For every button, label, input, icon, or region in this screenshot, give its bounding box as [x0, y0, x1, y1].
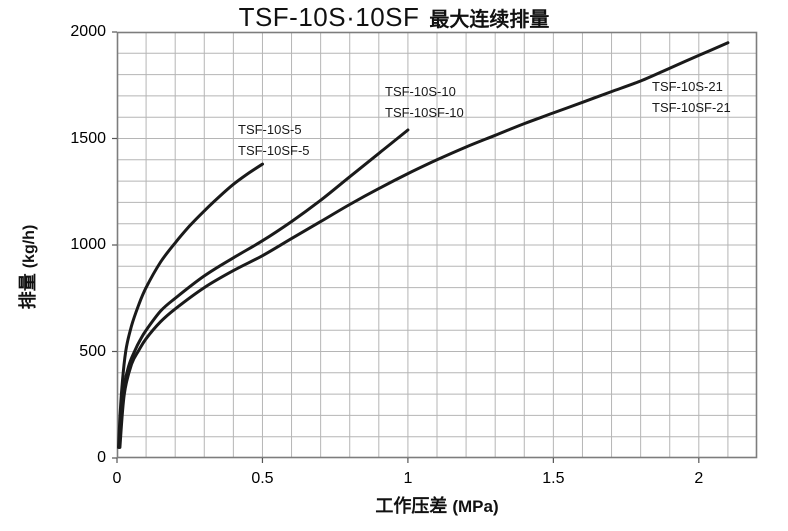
- curve-tsf-10s-5: [117, 162, 264, 449]
- plot-border: [116, 31, 758, 459]
- chart-title-model: TSF-10S·10SF: [238, 2, 420, 32]
- x-tick-label: 0.5: [251, 470, 274, 487]
- series-label-tsf-10s-10: TSF-10S-10 TSF-10SF-10: [385, 81, 464, 123]
- chart-title: TSF-10S·10SF 最大连续排量: [0, 2, 788, 33]
- series-label-line: TSF-10SF-5: [238, 143, 310, 158]
- series-label-line: TSF-10S-21: [652, 79, 723, 94]
- series-label-tsf-10s-21: TSF-10S-21 TSF-10SF-21: [652, 76, 731, 118]
- x-tick-label: 1: [403, 470, 413, 487]
- y-tick-label: 2000: [70, 23, 106, 40]
- curve-tsf-10s-10: [117, 128, 410, 449]
- series-label-line: TSF-10SF-10: [385, 105, 464, 120]
- chart-title-text: 最大连续排量: [429, 9, 550, 31]
- plot-area: TSF-10S-5 TSF-10SF-5 TSF-10S-10 TSF-10SF…: [112, 31, 758, 463]
- series-label-line: TSF-10SF-21: [652, 100, 731, 115]
- chart-canvas: [112, 31, 758, 463]
- y-axis-label-unit: (kg/h): [21, 224, 38, 269]
- x-axis-label-cn: 工作压差: [375, 496, 448, 516]
- y-tick-label: 500: [79, 342, 106, 360]
- y-tick-label: 0: [97, 449, 106, 466]
- y-tick-label: 1000: [70, 236, 106, 253]
- x-tick-label: 2: [694, 470, 704, 487]
- y-axis-label-cn: 排量: [18, 273, 38, 310]
- x-axis-label-unit: (MPa): [452, 497, 499, 516]
- series-label-line: TSF-10S-5: [238, 122, 302, 137]
- series-label-line: TSF-10S-10: [385, 84, 456, 99]
- x-axis-label: 工作压差 (MPa): [117, 492, 757, 518]
- x-tick-label: 0: [112, 470, 122, 487]
- y-axis-label: 排量 (kg/h): [14, 225, 40, 310]
- y-tick-label: 1500: [70, 129, 106, 147]
- curve-tsf-10s-21: [118, 41, 730, 449]
- x-tick-label: 1.5: [542, 470, 565, 487]
- series-label-tsf-10s-5: TSF-10S-5 TSF-10SF-5: [238, 119, 310, 161]
